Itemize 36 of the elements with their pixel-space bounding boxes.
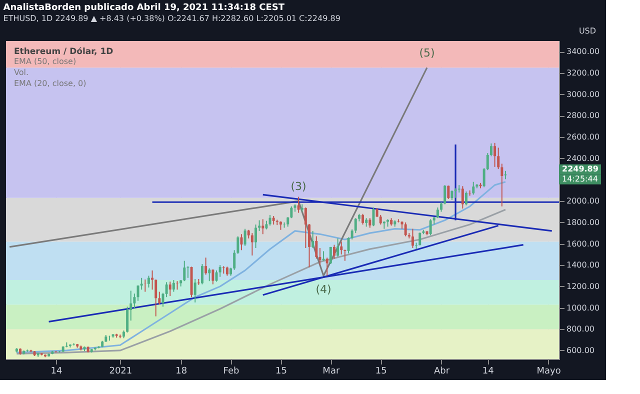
y-tick-label: 2600.00 — [566, 132, 600, 142]
text: 14:25:44 — [562, 174, 598, 184]
y-tick-label: 1400.00 — [566, 260, 600, 270]
y-tick-label: 600.00 — [566, 346, 594, 355]
x-tick-label: 18 — [176, 366, 188, 376]
y-axis-title: USD — [578, 26, 596, 36]
text: 2249.89 — [562, 164, 599, 174]
annotation: EMA (50, close) — [14, 57, 76, 66]
x-tick-label: 14 — [482, 366, 494, 376]
x-tick-label: 15 — [375, 366, 387, 376]
chart-title: AnalistaBorden publicado Abril 19, 2021 11:34:18 CEST — [3, 3, 286, 13]
annotation: EMA (20, close, 0) — [14, 79, 86, 88]
x-tick-label: Feb — [223, 366, 240, 376]
y-tick-label: 3200.00 — [566, 68, 600, 78]
annotation: (3) — [290, 180, 306, 194]
y-tick-label: 2000.00 — [566, 196, 600, 206]
x-tick-label: 15 — [275, 366, 287, 376]
y-tick-label: 3000.00 — [566, 90, 600, 99]
annotation: Vol. — [14, 68, 29, 77]
chart-subtitle: ETHUSD, 1D 2249.89 ▲ +8.43 (+0.38%) O:2241.67 H:2282.60 L:2205.01 C:2249.89 — [3, 14, 340, 23]
x-tick-label: 2021 — [109, 366, 132, 376]
y-tick-label: 1000.00 — [566, 303, 600, 312]
y-tick-label: 2800.00 — [566, 111, 600, 120]
y-tick-label: 2400.00 — [566, 154, 600, 163]
annotation: (5) — [419, 46, 435, 60]
y-tick-label: 800.00 — [566, 324, 594, 334]
y-tick-label: 1800.00 — [566, 218, 600, 227]
y-tick-label: 1600.00 — [566, 239, 600, 248]
x-tick-label: Abr — [434, 366, 450, 376]
x-tick-label: Mar — [322, 366, 340, 376]
y-tick-label: 1200.00 — [566, 282, 600, 291]
y-tick-label: 3400.00 — [566, 47, 600, 56]
annotation: (4) — [316, 282, 332, 296]
x-tick-label: Mayo — [536, 366, 562, 376]
annotation: Ethereum / Dólar, 1D — [14, 47, 114, 57]
x-tick-label: 14 — [50, 366, 62, 376]
